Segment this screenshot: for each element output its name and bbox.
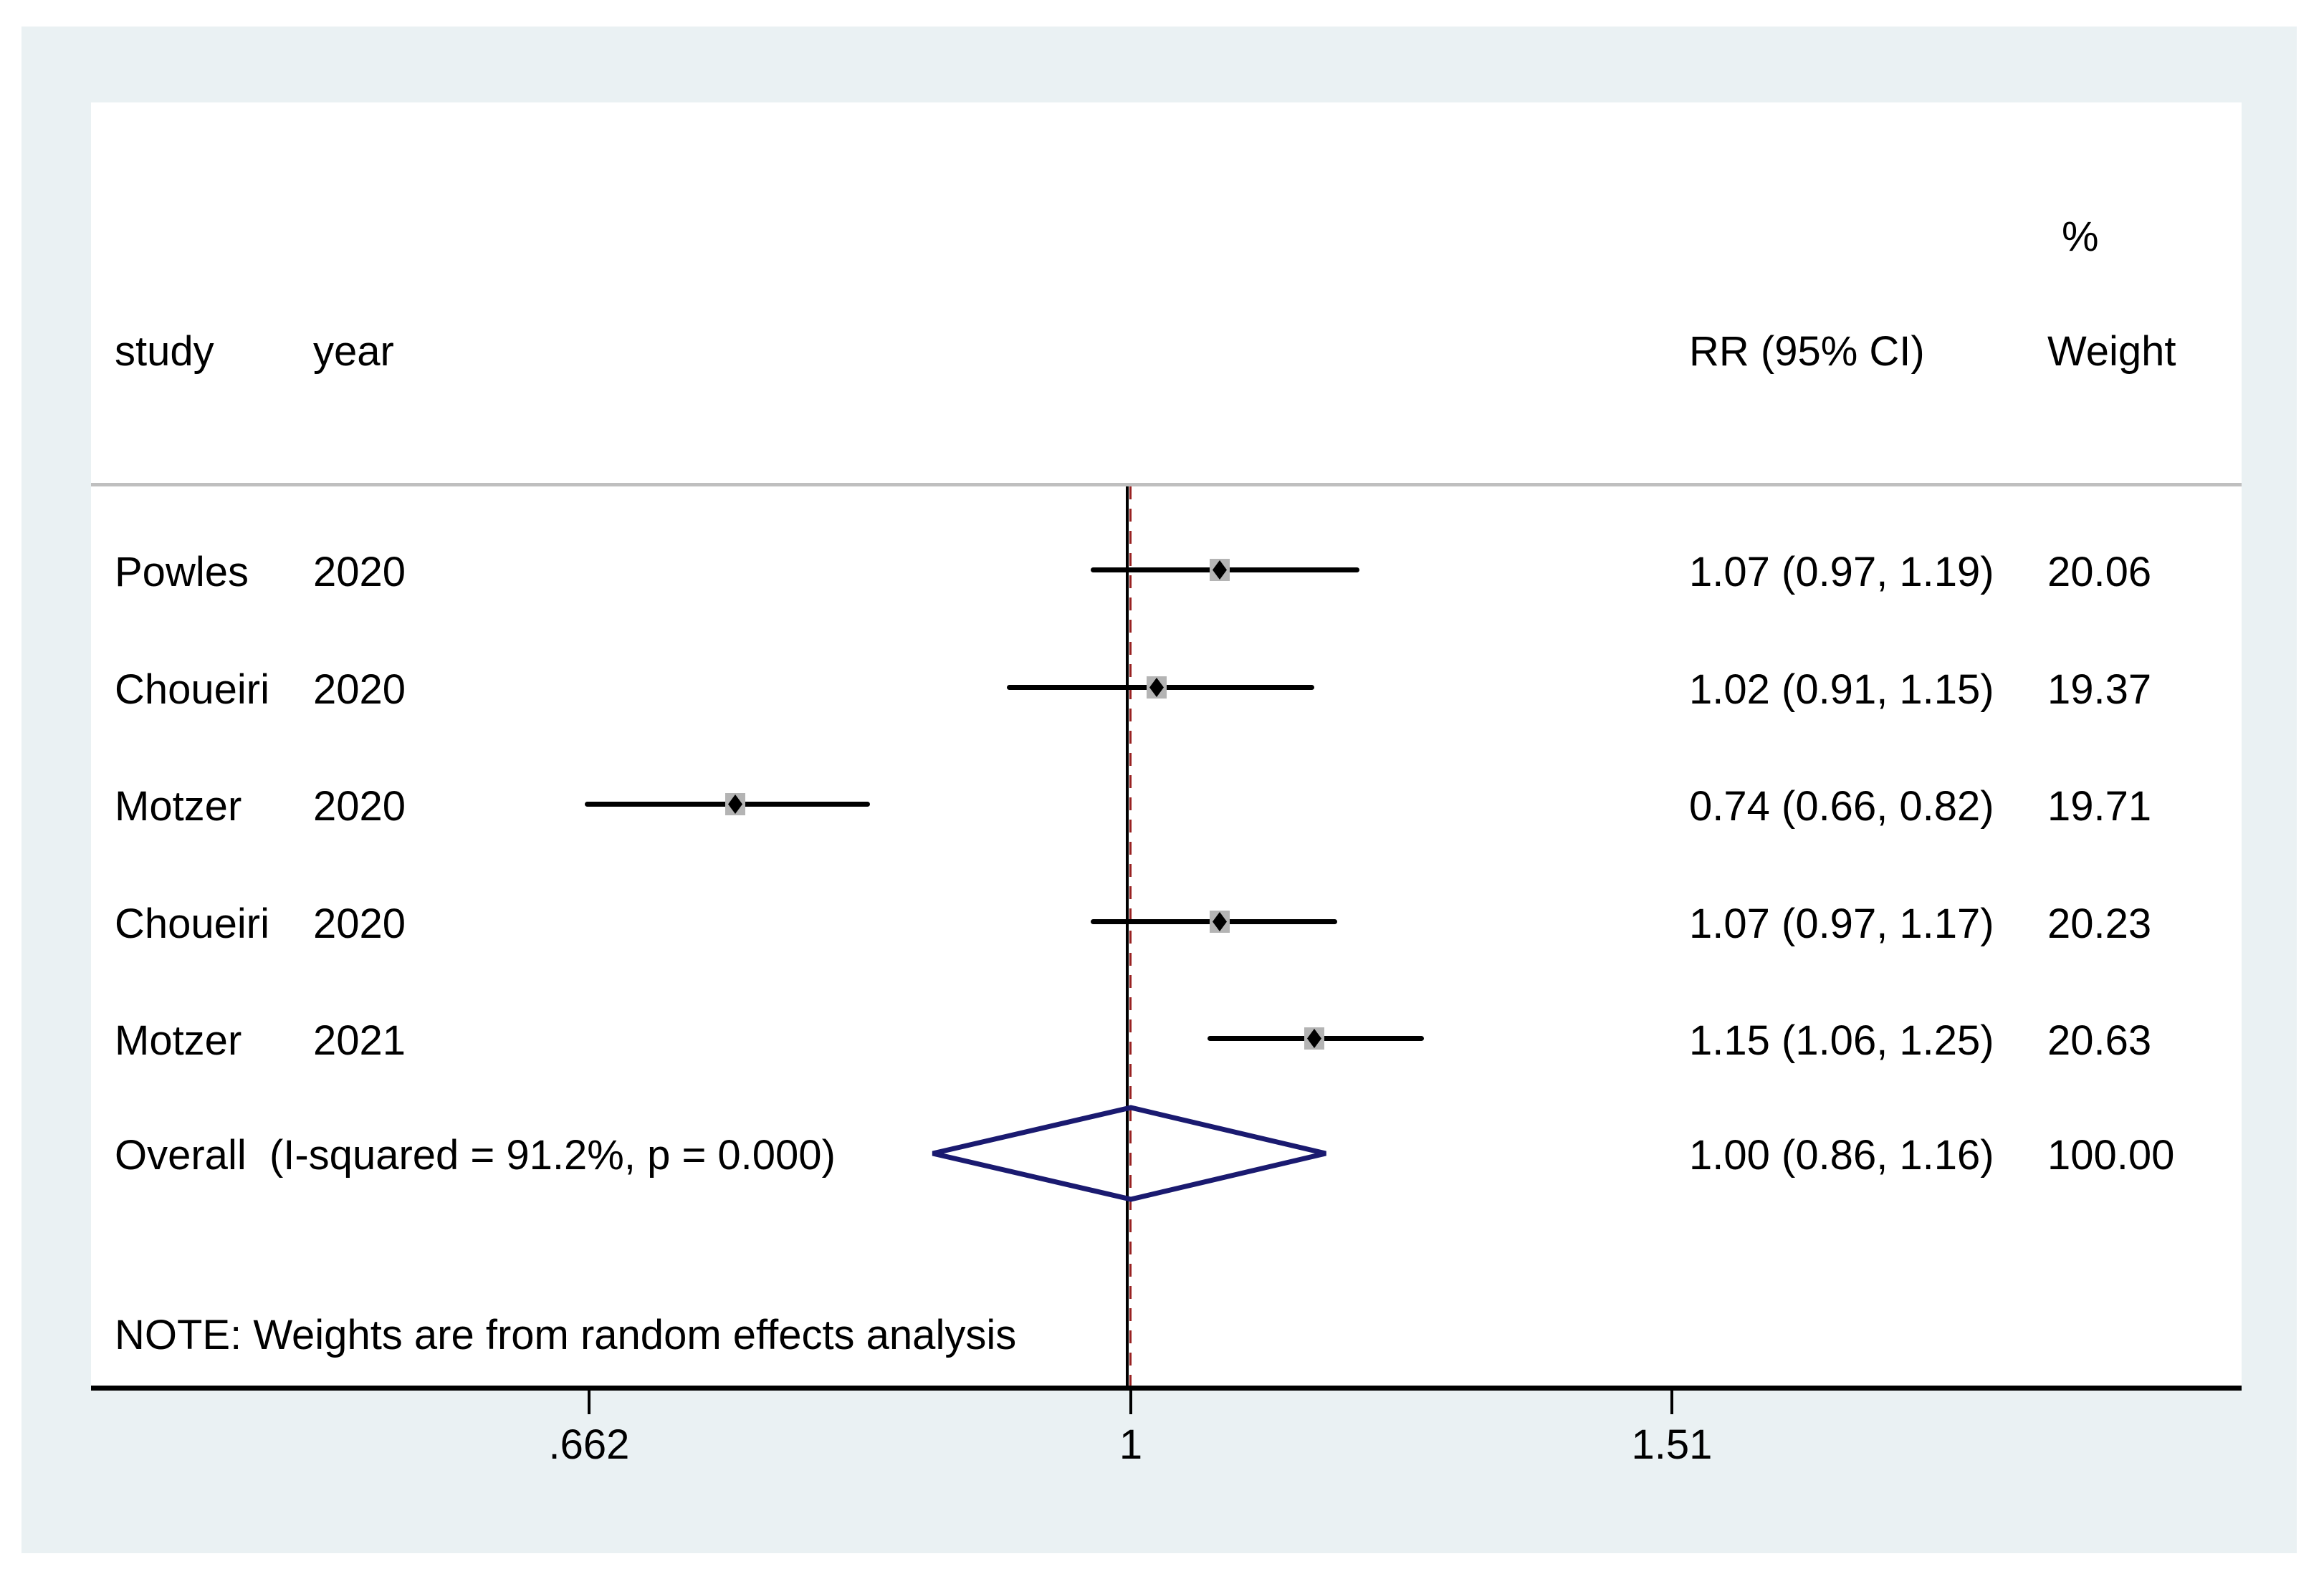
random-effects-note: NOTE: Weights are from random effects an… [115, 1312, 1017, 1358]
weight-value: 20.23 [2047, 901, 2152, 947]
column-header-weight: Weight [2047, 328, 2176, 375]
effect-point-marker [728, 795, 742, 814]
overall-label: Overall (I-squared = 91.2%, p = 0.000) [115, 1132, 836, 1179]
weight-value: 20.06 [2047, 549, 2152, 595]
rr-ci-value: 1.15 (1.06, 1.25) [1689, 1017, 1994, 1064]
axis-tick [1670, 1391, 1673, 1414]
column-header-rr-ci: RR (95% CI) [1689, 328, 1925, 375]
effect-point-marker [1213, 560, 1227, 580]
rr-ci-value: 1.07 (0.97, 1.17) [1689, 901, 1994, 947]
year-label: 2020 [313, 666, 406, 713]
effect-point-marker [1213, 912, 1227, 931]
rr-ci-value: 1.07 (0.97, 1.19) [1689, 549, 1994, 595]
rr-ci-value: 1.02 (0.91, 1.15) [1689, 666, 1994, 713]
year-label: 2021 [313, 1017, 406, 1064]
effect-point-marker [1307, 1029, 1321, 1048]
overall-weight-value: 100.00 [2047, 1132, 2175, 1179]
overall-rr-ci-value: 1.00 (0.86, 1.16) [1689, 1132, 1994, 1179]
overall-effect-line [1129, 486, 1132, 1386]
axis-tick [588, 1391, 590, 1414]
x-axis-line [91, 1386, 2242, 1391]
rr-ci-value: 0.74 (0.66, 0.82) [1689, 783, 1994, 830]
effect-point-marker [1149, 678, 1164, 697]
header-separator-line [91, 483, 2242, 486]
year-label: 2020 [313, 783, 406, 830]
axis-tick-label: 1 [1119, 1421, 1143, 1468]
study-label: Powles [115, 549, 249, 595]
study-label: Choueiri [115, 901, 269, 947]
column-header-percent: % [2062, 213, 2099, 260]
study-label: Motzer [115, 1017, 242, 1064]
study-label: Motzer [115, 783, 242, 830]
weight-value: 19.37 [2047, 666, 2152, 713]
year-label: 2020 [313, 901, 406, 947]
study-label: Choueiri [115, 666, 269, 713]
weight-value: 20.63 [2047, 1017, 2152, 1064]
axis-tick [1129, 1391, 1132, 1414]
weight-value: 19.71 [2047, 783, 2152, 830]
null-reference-line [1126, 486, 1129, 1386]
year-label: 2020 [313, 549, 406, 595]
column-header-year: year [313, 328, 394, 375]
column-header-study: study [115, 328, 214, 375]
axis-tick-label: 1.51 [1631, 1421, 1713, 1468]
axis-tick-label: .662 [548, 1421, 630, 1468]
